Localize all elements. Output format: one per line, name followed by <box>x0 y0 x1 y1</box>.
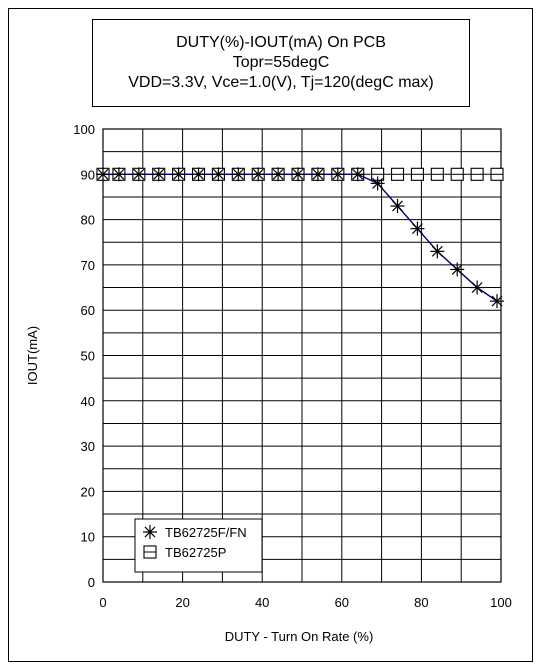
data-point-tb62725p <box>450 167 464 181</box>
data-point-tb62725f-fn <box>291 167 306 182</box>
data-point-tb62725f-fn <box>310 167 325 182</box>
y-tick-label: 70 <box>81 258 95 273</box>
data-point-tb62725f-fn <box>430 244 445 259</box>
y-tick-label: 90 <box>81 167 95 182</box>
data-point-tb62725p <box>470 167 484 181</box>
asterisk-stroke <box>173 168 185 180</box>
legend-label-tb62725f-fn: TB62725F/FN <box>165 525 247 540</box>
chart-title-box: DUTY(%)-IOUT(mA) On PCB Topr=55degC VDD=… <box>92 19 470 107</box>
x-tick-label: 0 <box>99 595 106 610</box>
series-tb62725f-fn <box>96 167 505 309</box>
data-point-tb62725f-fn <box>191 167 206 182</box>
y-tick-label: 50 <box>81 349 95 364</box>
data-point-tb62725f-fn <box>96 167 110 182</box>
data-point-tb62725f-fn <box>490 294 505 309</box>
asterisk-stroke <box>133 168 145 180</box>
asterisk-stroke <box>193 168 204 180</box>
asterisk-stroke <box>97 168 109 180</box>
data-point-tb62725f-fn <box>151 167 166 182</box>
asterisk-stroke <box>272 168 284 180</box>
data-point-tb62725f-fn <box>450 262 465 277</box>
y-tick-label: 100 <box>73 122 95 137</box>
data-point-tb62725f-fn <box>271 167 286 182</box>
data-point-tb62725f-fn <box>251 167 266 182</box>
data-point-tb62725f-fn <box>131 167 146 182</box>
data-point-tb62725p <box>371 167 385 181</box>
x-axis-label: DUTY - Turn On Rate (%) <box>225 629 374 644</box>
legend-label-tb62725p: TB62725P <box>165 545 226 560</box>
x-tick-label: 60 <box>335 595 349 610</box>
y-tick-label: 10 <box>81 530 95 545</box>
x-tick-label: 80 <box>414 595 428 610</box>
asterisk-stroke <box>232 168 244 180</box>
data-point-tb62725p <box>430 167 444 181</box>
asterisk-stroke <box>411 223 423 235</box>
asterisk-stroke <box>332 168 344 180</box>
data-point-tb62725f-fn <box>171 167 186 182</box>
data-point-tb62725f-fn <box>470 280 485 295</box>
asterisk-stroke <box>212 168 224 180</box>
y-tick-label: 60 <box>81 303 95 318</box>
x-tick-label: 100 <box>490 595 512 610</box>
data-point-tb62725f-fn <box>390 199 405 214</box>
asterisk-stroke <box>144 526 156 538</box>
asterisk-stroke <box>113 168 125 180</box>
asterisk-stroke <box>352 168 364 180</box>
asterisk-stroke <box>451 263 463 275</box>
data-point-tb62725f-fn <box>211 167 226 182</box>
y-tick-label: 30 <box>81 439 95 454</box>
data-point-tb62725f-fn <box>231 167 246 182</box>
data-point-tb62725f-fn <box>111 167 126 182</box>
chart-title-line-3: VDD=3.3V, Vce=1.0(V), Tj=120(degC max) <box>128 74 434 91</box>
asterisk-stroke <box>153 168 165 180</box>
legend: TB62725F/FN TB62725P <box>134 518 263 573</box>
data-point-tb62725f-fn <box>330 167 345 182</box>
asterisk-stroke <box>372 177 384 189</box>
asterisk-stroke <box>431 245 443 257</box>
legend-marker-asterisk <box>143 525 157 539</box>
y-axis-label: IOUT(mA) <box>25 326 40 385</box>
data-point-tb62725p <box>490 167 504 181</box>
y-tick-label: 40 <box>81 394 95 409</box>
asterisk-stroke <box>392 200 403 212</box>
chart-title-line-1: DUTY(%)-IOUT(mA) On PCB <box>176 34 386 51</box>
data-point-tb62725p <box>390 167 405 181</box>
x-tick-label: 40 <box>255 595 269 610</box>
data-point-tb62725f-fn <box>410 221 425 236</box>
data-point-tb62725f-fn <box>350 167 365 182</box>
asterisk-stroke <box>471 282 483 294</box>
y-tick-label: 0 <box>88 575 95 590</box>
legend-marker-square <box>143 545 157 559</box>
asterisk-stroke <box>252 168 264 180</box>
asterisk-stroke <box>491 295 503 307</box>
x-tick-label: 20 <box>175 595 189 610</box>
data-point-tb62725f-fn <box>370 176 385 191</box>
data-point-tb62725p <box>410 167 424 181</box>
asterisk-stroke <box>292 168 304 180</box>
chart-frame: DUTY(%)-IOUT(mA) On PCB Topr=55degC VDD=… <box>8 8 533 662</box>
y-tick-label: 80 <box>81 213 95 228</box>
asterisk-stroke <box>312 168 324 180</box>
y-tick-label: 20 <box>81 484 95 499</box>
chart-title-line-2: Topr=55degC <box>232 54 330 71</box>
series-line-tb62725f-fn <box>103 173 498 302</box>
plot-area-border <box>102 128 502 583</box>
